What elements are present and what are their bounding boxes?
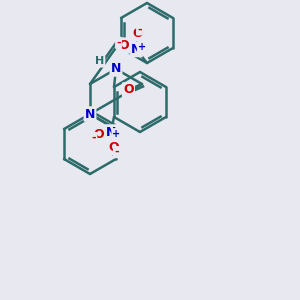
Text: -: -: [92, 133, 96, 143]
Text: O: O: [109, 141, 119, 154]
Text: -: -: [114, 147, 119, 157]
Text: N: N: [131, 43, 142, 56]
Text: -: -: [116, 38, 121, 48]
Text: H: H: [120, 38, 129, 49]
Text: O: O: [118, 39, 129, 52]
Text: O: O: [123, 83, 134, 97]
Text: +: +: [138, 42, 146, 52]
Text: N: N: [106, 125, 116, 139]
Text: H: H: [95, 56, 104, 67]
Text: N: N: [111, 62, 121, 76]
Text: N: N: [85, 107, 95, 121]
Text: +: +: [112, 129, 121, 139]
Text: O: O: [93, 128, 104, 142]
Text: -: -: [137, 24, 142, 34]
Text: O: O: [133, 27, 143, 40]
